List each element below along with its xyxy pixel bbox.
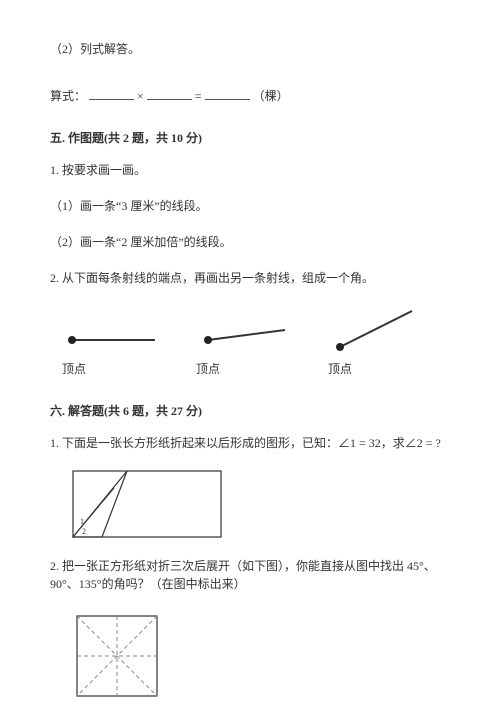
formula-op-eq: = [195,89,202,103]
s5-q1-1: （1）画一条“3 厘米”的线段。 [50,197,450,215]
formula-op-mult: × [137,89,144,103]
section-5-title: 五. 作图题(共 2 题，共 10 分) [50,129,450,147]
s5-q2: 2. 从下面每条射线的端点，再画出另一条射线，组成一个角。 [50,269,450,287]
blank-3[interactable] [205,86,250,100]
fold-square-svg [72,611,162,701]
svg-text:1: 1 [80,517,84,526]
blank-1[interactable] [89,86,134,100]
fold-square-figure [72,611,450,706]
s5-q1: 1. 按要求画一画。 [50,161,450,179]
formula-unit: （棵） [253,89,289,103]
item-2-label: （2）列式解答。 [50,40,450,58]
ray-2-svg [190,320,290,360]
fold-rect-figure: 1 2 [72,470,450,543]
formula-row: 算式： × = （棵） [50,86,450,105]
vertex-3: 顶点 [320,305,420,378]
vertex-2-label: 顶点 [196,360,220,378]
fold-rect-svg: 1 2 [72,470,222,538]
formula-prefix: 算式： [50,89,86,103]
s6-q2: 2. 把一张正方形纸对折三次后展开（如下图），你能直接从图中找出 45°、90°… [50,557,450,593]
vertex-1: 顶点 [60,320,160,378]
vertex-1-label: 顶点 [62,360,86,378]
s5-q1-2: （2）画一条“2 厘米加倍”的线段。 [50,233,450,251]
ray-1-svg [60,320,160,360]
s6-q1: 1. 下面是一张长方形纸折起来以后形成的图形，已知：∠1 = 32，求∠2 = … [50,434,450,452]
ray-3-svg [320,305,420,360]
vertices-row: 顶点 顶点 顶点 [60,305,450,378]
blank-2[interactable] [147,86,192,100]
vertex-3-label: 顶点 [328,360,352,378]
section-6-title: 六. 解答题(共 6 题，共 27 分) [50,402,450,420]
vertex-2: 顶点 [190,320,290,378]
svg-text:2: 2 [82,527,86,536]
